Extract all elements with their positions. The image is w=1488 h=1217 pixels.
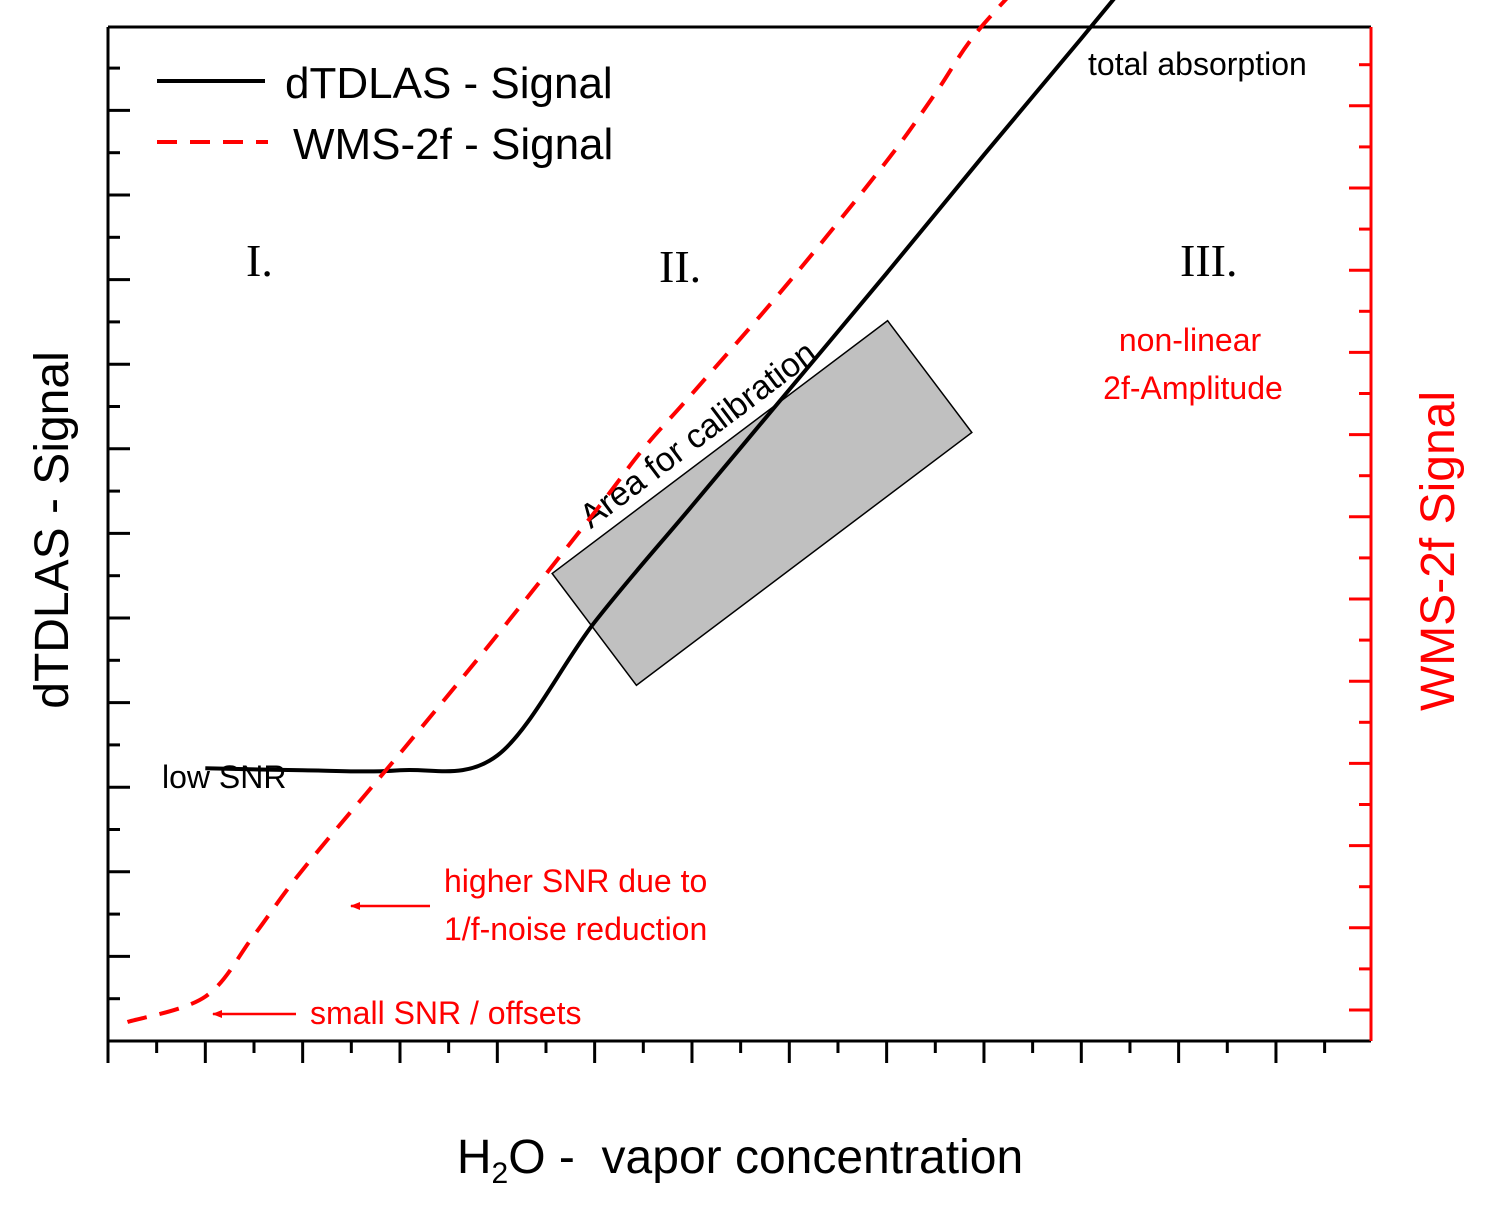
region-label-3: III. <box>1180 235 1237 286</box>
y-axis-title-right: WMS-2f Signal <box>1412 391 1465 711</box>
x-axis-title-subscript: 2 <box>492 1157 509 1190</box>
calibration-box-shape <box>551 319 973 687</box>
series-line-wms-2f <box>126 0 1009 1024</box>
y-axis-title-left: dTDLAS - Signal <box>26 351 79 709</box>
x-axis-title-prefix: H <box>457 1131 492 1184</box>
legend-label-dtdlas: dTDLAS - Signal <box>285 59 613 108</box>
x-axis-title-suffix: O - vapor concentration <box>508 1131 1023 1184</box>
legend: dTDLAS - Signal WMS-2f - Signal <box>157 59 613 169</box>
x-axis-title: H2O - vapor concentration <box>457 1131 1023 1190</box>
annotation-nonlinear-line2: 2f-Amplitude <box>1103 370 1283 406</box>
annotation-higher-snr-line1: higher SNR due to <box>444 863 707 899</box>
annotation-higher-snr-line2: 1/f-noise reduction <box>444 911 707 947</box>
region-label-1: I. <box>246 235 273 286</box>
calibration-box: Area for calibration <box>551 319 973 687</box>
annotation-nonlinear-line1: non-linear <box>1119 322 1262 358</box>
legend-label-wms-2f: WMS-2f - Signal <box>293 120 613 169</box>
annotation-low-snr: low SNR <box>162 759 286 795</box>
axis-ticks <box>106 63 1371 1063</box>
annotation-small-snr: small SNR / offsets <box>310 995 581 1031</box>
series-line-dtdlas <box>205 0 1116 774</box>
annotation-total-absorption: total absorption <box>1088 46 1307 82</box>
region-label-2: II. <box>659 241 701 292</box>
